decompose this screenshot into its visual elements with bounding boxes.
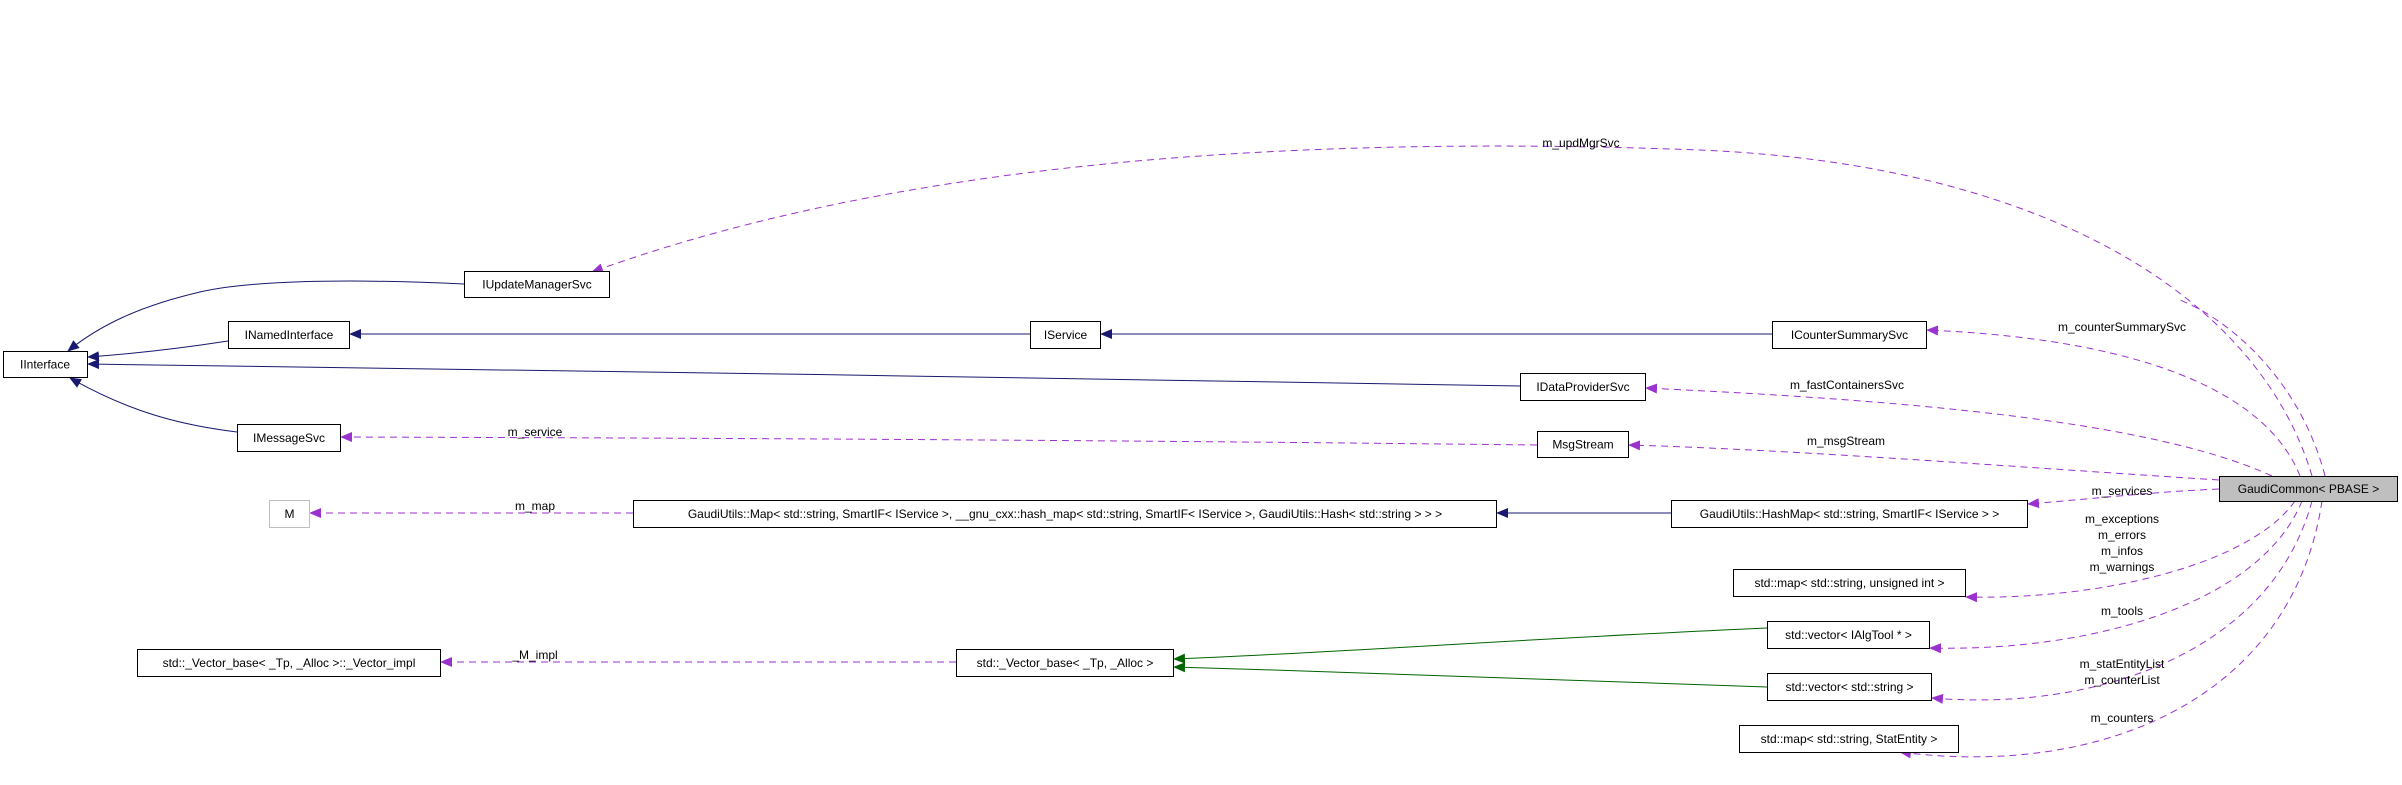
node-map-statentity[interactable]: std::map< std::string, StatEntity > xyxy=(1739,725,1959,753)
edge-msg-stream xyxy=(1628,440,2220,481)
node-msgstream[interactable]: MsgStream xyxy=(1537,431,1629,458)
node-label: std::vector< std::string > xyxy=(1785,680,1913,694)
node-label: std::vector< IAlgTool * > xyxy=(1785,628,1912,642)
node-vector-string[interactable]: std::vector< std::string > xyxy=(1767,673,1932,701)
node-vector-base[interactable]: std::_Vector_base< _Tp, _Alloc > xyxy=(956,649,1174,677)
node-map-unsigned[interactable]: std::map< std::string, unsigned int > xyxy=(1733,569,1966,597)
node-label: IMessageSvc xyxy=(253,431,325,445)
edge-fast-containers-svc xyxy=(1645,383,2273,477)
label-counter-list: m_counterList xyxy=(2084,673,2160,687)
node-label: GaudiUtils::HashMap< std::string, SmartI… xyxy=(1700,507,1999,521)
label-service: m_service xyxy=(508,425,563,439)
node-label: std::map< std::string, StatEntity > xyxy=(1761,732,1938,746)
node-label: IService xyxy=(1044,328,1088,342)
label-fast-containers-svc: m_fastContainersSvc xyxy=(1790,378,1904,392)
node-label: std::_Vector_base< _Tp, _Alloc > xyxy=(977,656,1154,670)
label-upd-mgr-svc: m_updMgrSvc xyxy=(1542,136,1619,150)
label-counter-summary-svc: m_counterSummarySvc xyxy=(2058,320,2186,334)
node-gaudiutils-hashmap[interactable]: GaudiUtils::HashMap< std::string, SmartI… xyxy=(1671,500,2028,528)
node-m[interactable]: M xyxy=(269,500,310,528)
edge-services xyxy=(2027,488,2220,509)
label-infos: m_infos xyxy=(2101,544,2143,558)
label-map: m_map xyxy=(515,499,555,513)
usage-edges xyxy=(309,145,2326,759)
edge-tools xyxy=(1929,500,2303,654)
node-idataprovidersvc[interactable]: IDataProviderSvc xyxy=(1520,373,1646,401)
label-services: m_services xyxy=(2092,484,2153,498)
node-vector-ialgtool[interactable]: std::vector< IAlgTool * > xyxy=(1767,621,1930,649)
inheritance-edges xyxy=(67,280,1772,688)
label-counters: m_counters xyxy=(2091,711,2154,725)
label-m-impl: _M_impl xyxy=(511,648,557,662)
node-label: MsgStream xyxy=(1552,438,1613,452)
edge-idataprovidersvc-iinterface xyxy=(87,359,1521,387)
node-label: IInterface xyxy=(20,358,70,372)
edge-counter-summary-svc-2 xyxy=(2179,299,2326,477)
node-label: std::map< std::string, unsigned int > xyxy=(1754,576,1944,590)
edge-imessagesvc-iinterface xyxy=(69,377,238,433)
edge-counters xyxy=(1899,500,2323,759)
edge-iupdatemanagersvc-iinterface xyxy=(67,280,465,352)
node-icountersummarysvc[interactable]: ICounterSummarySvc xyxy=(1772,321,1927,349)
node-imessagesvc[interactable]: IMessageSvc xyxy=(237,424,341,452)
label-exceptions: m_exceptions xyxy=(2085,512,2159,526)
node-label: IUpdateManagerSvc xyxy=(482,278,591,292)
node-label: ICounterSummarySvc xyxy=(1791,328,1908,342)
node-gaudiutils-map[interactable]: GaudiUtils::Map< std::string, SmartIF< I… xyxy=(633,500,1497,528)
node-vector-impl[interactable]: std::_Vector_base< _Tp, _Alloc >::_Vecto… xyxy=(137,649,441,677)
edge-vector-ialgtool-vector-base xyxy=(1173,627,1768,664)
node-label: GaudiCommon< PBASE > xyxy=(2238,482,2379,496)
node-label: M xyxy=(285,507,295,521)
edge-upd-mgr-svc xyxy=(591,145,2313,477)
node-gaudicommon[interactable]: GaudiCommon< PBASE > xyxy=(2219,476,2398,502)
label-stat-entity-list: m_statEntityList xyxy=(2080,657,2165,671)
node-label: INamedInterface xyxy=(245,328,334,342)
edge-labels: m_updMgrSvc m_counterSummarySvc m_fastCo… xyxy=(508,136,2186,725)
label-warnings: m_warnings xyxy=(2090,560,2155,574)
node-label: std::_Vector_base< _Tp, _Alloc >::_Vecto… xyxy=(163,656,416,670)
node-label: GaudiUtils::Map< std::string, SmartIF< I… xyxy=(688,507,1442,521)
node-iupdatemanagersvc[interactable]: IUpdateManagerSvc xyxy=(464,271,610,298)
node-iservice[interactable]: IService xyxy=(1030,321,1101,349)
label-msg-stream: m_msgStream xyxy=(1807,434,1885,448)
node-label: IDataProviderSvc xyxy=(1536,380,1629,394)
edge-inamedinterface-iinterface xyxy=(87,340,229,362)
node-iinterface[interactable]: IInterface xyxy=(3,351,88,378)
edge-service xyxy=(340,432,1538,446)
edge-counter-summary-svc xyxy=(1926,325,2301,477)
edge-vector-string-vector-base xyxy=(1173,662,1768,688)
node-inamedinterface[interactable]: INamedInterface xyxy=(228,321,350,349)
label-errors: m_errors xyxy=(2098,528,2146,542)
edge-list-group xyxy=(1931,500,2313,704)
label-tools: m_tools xyxy=(2101,604,2143,618)
